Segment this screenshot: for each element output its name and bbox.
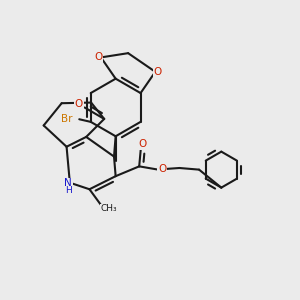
Text: O: O xyxy=(138,140,147,149)
Text: O: O xyxy=(94,52,102,62)
Text: H: H xyxy=(65,186,72,195)
Text: O: O xyxy=(154,67,162,77)
Text: O: O xyxy=(158,164,166,174)
Text: Br: Br xyxy=(61,114,73,124)
Text: CH₃: CH₃ xyxy=(101,204,117,213)
Text: N: N xyxy=(64,178,72,188)
Text: O: O xyxy=(75,99,83,109)
